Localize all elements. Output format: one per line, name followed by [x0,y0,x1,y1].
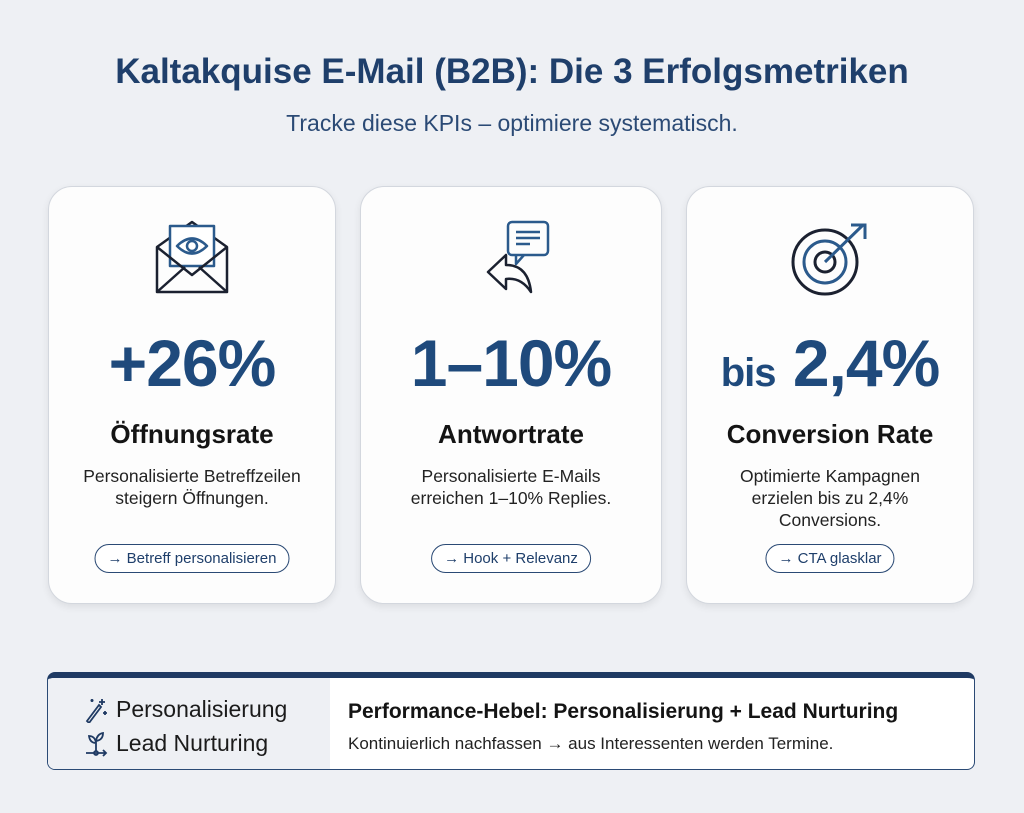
metric-card-reply-rate: 1–10% Antwortrate Personalisierte E-Mail… [360,186,662,604]
action-pill[interactable]: → Betreff personalisieren [94,544,290,573]
lever-label: Personalisierung [116,696,288,722]
metric-description: Personalisierte Betreffzeilen steigern Ö… [83,466,301,508]
envelope-eye-icon [155,220,229,294]
metric-number: 2,4% [792,326,940,400]
metric-label: Conversion Rate [726,419,934,449]
page-title: Kaltakquise E-Mail (B2B): Die 3 Erfolgsm… [115,52,909,91]
action-pill[interactable]: → CTA glasklar [765,544,895,573]
reply-chat-icon [486,220,550,294]
page-subtitle: Tracke diese KPIs – optimiere systematis… [286,110,738,136]
metric-label: Öffnungsrate [110,419,274,449]
panel-levers: Personalisierung Lead Nurturing [48,678,330,769]
metric-card-conversion-rate: bis 2,4% Conversion Rate Optimierte Kamp… [686,186,974,604]
action-pill[interactable]: → Hook + Relevanz [431,544,591,573]
lever-lead-nurturing: Lead Nurturing [84,730,268,757]
sprout-icon [86,731,108,757]
metric-label: Antwortrate [438,419,584,449]
metric-prefix: bis [720,351,777,395]
metric-description: Optimierte Kampagnen erzielen bis zu 2,4… [740,466,920,530]
metric-description: Personalisierte E-Mails erreichen 1–10% … [410,466,612,508]
metric-value: bis 2,4% [687,325,973,401]
lever-label: Lead Nurturing [116,730,269,756]
metric-card-open-rate: +26% Öffnungsrate Personalisierte Betref… [48,186,336,604]
metric-value: +26% [108,326,277,400]
lever-personalization: Personalisierung [84,696,287,723]
performance-panel: Personalisierung Lead Nurturing Performa… [47,672,975,770]
target-arrow-icon [791,223,867,296]
panel-title: Performance-Hebel: Personalisierung + Le… [348,700,899,723]
magic-wand-icon [85,698,107,723]
panel-text: Kontinuierlich nachfassen → aus Interess… [348,734,834,753]
metric-value: 1–10% [410,326,613,400]
